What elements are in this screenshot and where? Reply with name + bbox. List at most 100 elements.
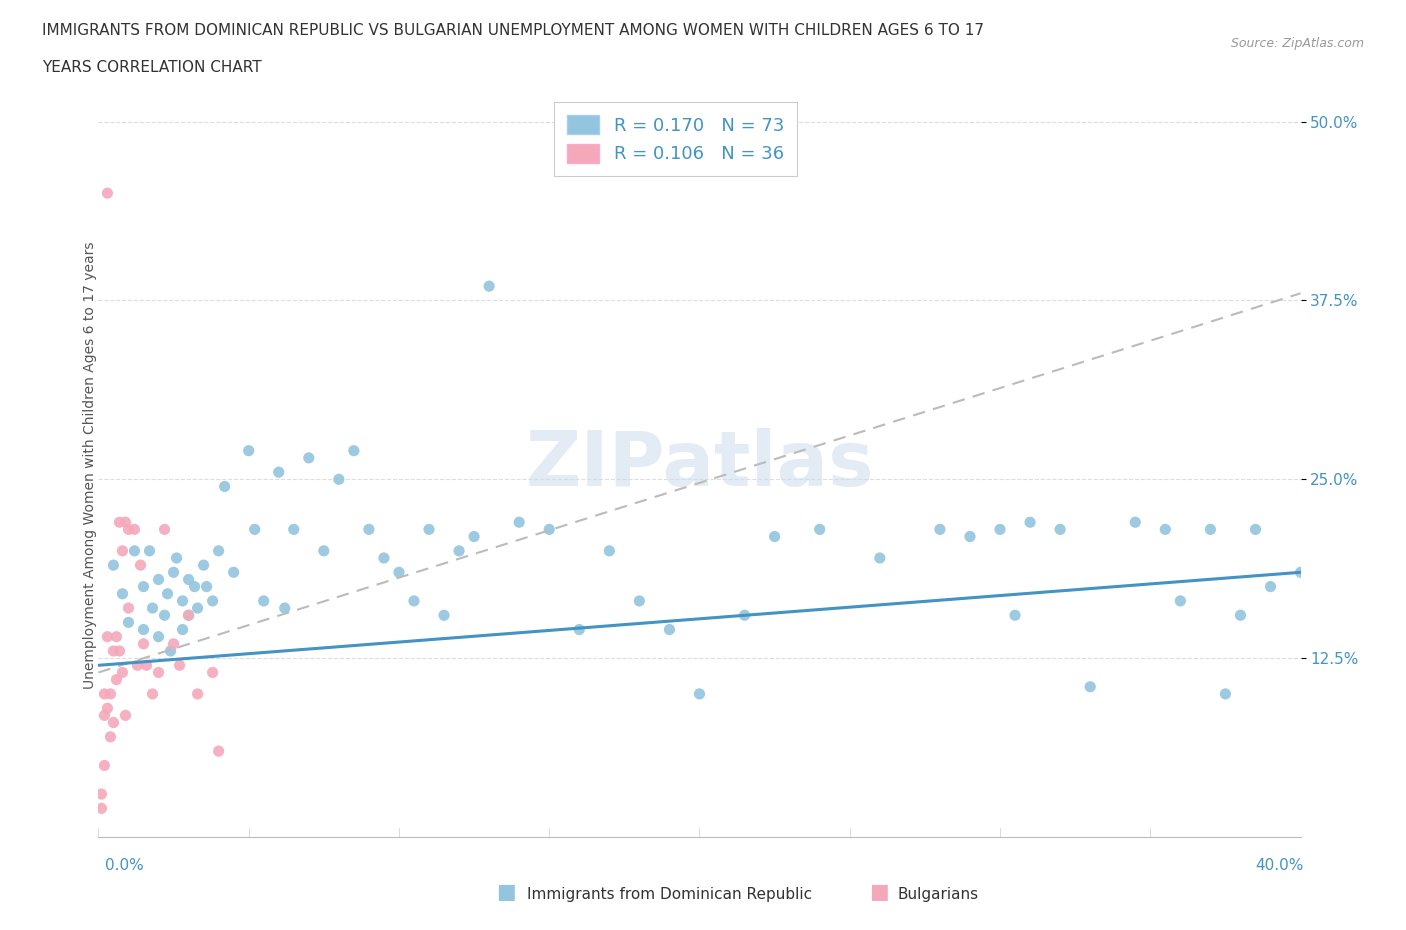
Text: ■: ■ [869,882,889,902]
Point [105,630,128,644]
Point [357,522,380,537]
Point [1260,579,1282,594]
Point [208,543,231,558]
Point [132,622,155,637]
Point [988,522,1011,537]
Point [96,630,118,644]
Point [478,279,501,294]
Point [100,729,122,744]
Point [138,543,160,558]
Point [148,665,170,680]
Point [243,522,266,537]
Point [1199,522,1222,537]
Point [373,551,395,565]
Text: IMMIGRANTS FROM DOMINICAN REPUBLIC VS BULGARIAN UNEMPLOYMENT AMONG WOMEN WITH CH: IMMIGRANTS FROM DOMINICAN REPUBLIC VS BU… [42,23,984,38]
Point [141,686,163,701]
Point [193,558,215,573]
Point [463,529,485,544]
Point [238,444,260,458]
Point [135,658,157,672]
Point [1229,608,1251,623]
Point [598,543,620,558]
Point [153,522,176,537]
Point [148,630,170,644]
Point [187,686,209,701]
Point [96,186,118,201]
Point [869,551,891,565]
Point [508,515,530,530]
Y-axis label: Unemployment Among Women with Children Ages 6 to 17 years: Unemployment Among Women with Children A… [83,241,97,689]
Point [628,593,651,608]
Point [688,686,710,701]
Point [93,758,115,773]
Point [103,715,125,730]
Point [132,579,155,594]
Point [117,522,139,537]
Point [538,522,561,537]
Point [172,593,194,608]
Point [156,586,179,601]
Point [388,565,411,579]
Point [90,801,112,816]
Point [1123,515,1146,530]
Text: Source: ZipAtlas.com: Source: ZipAtlas.com [1230,37,1364,50]
Point [447,543,470,558]
Point [177,572,200,587]
Point [1244,522,1267,537]
Point [808,522,831,537]
Text: Bulgarians: Bulgarians [897,887,979,902]
Point [195,579,218,594]
Point [763,529,786,544]
Point [124,543,146,558]
Point [328,472,350,486]
Point [93,708,115,723]
Text: YEARS CORRELATION CHART: YEARS CORRELATION CHART [42,60,262,75]
Point [267,465,290,480]
Point [312,543,335,558]
Point [177,608,200,623]
Point [111,665,134,680]
Point [169,658,191,672]
Text: Immigrants from Dominican Republic: Immigrants from Dominican Republic [527,887,813,902]
Point [929,522,952,537]
Text: ZIPatlas: ZIPatlas [526,428,873,502]
Point [283,522,305,537]
Point [1289,565,1312,579]
Point [298,450,321,465]
Point [103,644,125,658]
Point [166,551,188,565]
Point [187,601,209,616]
Point [253,593,276,608]
Point [103,558,125,573]
Point [114,708,136,723]
Point [108,515,131,530]
Point [127,658,149,672]
Legend: R = 0.170   N = 73, R = 0.106   N = 36: R = 0.170 N = 73, R = 0.106 N = 36 [554,102,797,176]
Point [658,622,681,637]
Point [274,601,297,616]
Point [214,479,236,494]
Point [96,701,118,716]
Point [117,615,139,630]
Point [93,686,115,701]
Text: 40.0%: 40.0% [1256,857,1303,872]
Point [183,579,205,594]
Point [343,444,366,458]
Point [568,622,591,637]
Point [1019,515,1042,530]
Point [418,522,440,537]
Point [100,686,122,701]
Point [959,529,981,544]
Point [1170,593,1192,608]
Point [208,744,231,759]
Point [734,608,756,623]
Point [402,593,425,608]
Point [177,608,200,623]
Point [111,543,134,558]
Point [162,636,184,651]
Point [90,787,112,802]
Point [148,572,170,587]
Point [141,601,163,616]
Point [159,644,181,658]
Point [1004,608,1026,623]
